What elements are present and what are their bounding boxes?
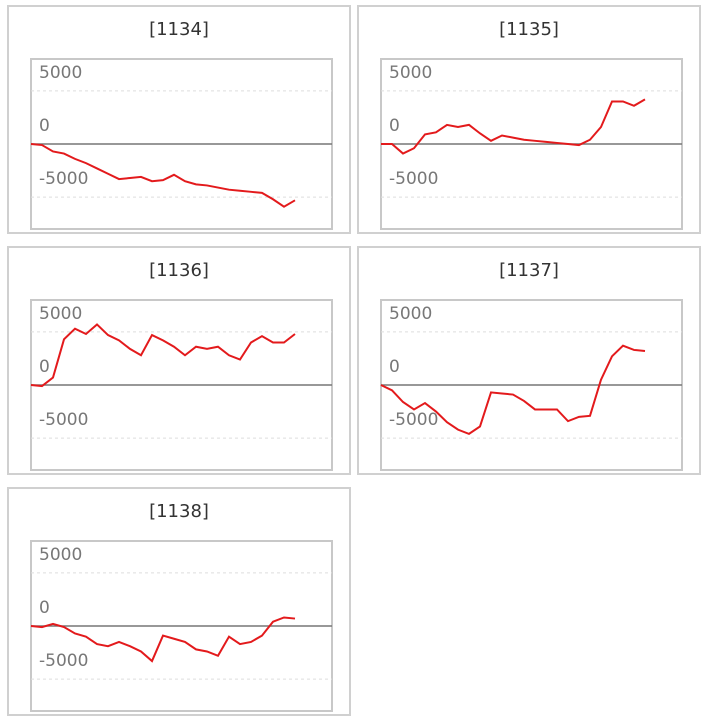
y-tick-label: -5000: [39, 169, 88, 189]
chart: [1136] 5000 0 -5000: [30, 260, 333, 471]
chart: [1134] 5000 0 -5000: [30, 19, 333, 230]
y-tick-label: -5000: [389, 169, 438, 189]
chart-title: [1134]: [149, 19, 209, 40]
y-tick-label: 5000: [389, 63, 432, 83]
data-line: [380, 344, 646, 435]
chart: [1137] 5000 0 -5000: [380, 260, 683, 471]
chart-title: [1137]: [499, 260, 559, 281]
y-tick-label: 5000: [39, 304, 82, 324]
y-tick-label: 0: [39, 598, 50, 618]
chart-panel: [1134] 5000 0 -5000: [7, 5, 351, 234]
chart-panel: [1138] 5000 0 -5000: [7, 487, 351, 716]
y-tick-label: 5000: [389, 304, 432, 324]
chart-panel: [1135] 5000 0 -5000: [357, 5, 701, 234]
chart-title: [1138]: [149, 501, 209, 522]
y-tick-label: 0: [39, 357, 50, 377]
chart-title: [1136]: [149, 260, 209, 281]
y-tick-label: 0: [39, 116, 50, 136]
y-tick-label: -5000: [39, 410, 88, 430]
chart: [1135] 5000 0 -5000: [380, 19, 683, 230]
y-tick-label: 0: [389, 357, 400, 377]
chart: [1138] 5000 0 -5000: [30, 501, 333, 712]
data-line: [30, 143, 296, 208]
data-line: [30, 616, 296, 663]
chart-title: [1135]: [499, 19, 559, 40]
y-tick-label: 0: [389, 116, 400, 136]
y-tick-label: 5000: [39, 545, 82, 565]
chart-panel: [1136] 5000 0 -5000: [7, 246, 351, 475]
data-line: [381, 98, 646, 155]
data-line: [30, 323, 296, 388]
y-tick-label: -5000: [39, 651, 88, 671]
y-tick-label: -5000: [389, 410, 438, 430]
y-tick-label: 5000: [39, 63, 82, 83]
chart-panel: [1137] 5000 0 -5000: [357, 246, 701, 475]
